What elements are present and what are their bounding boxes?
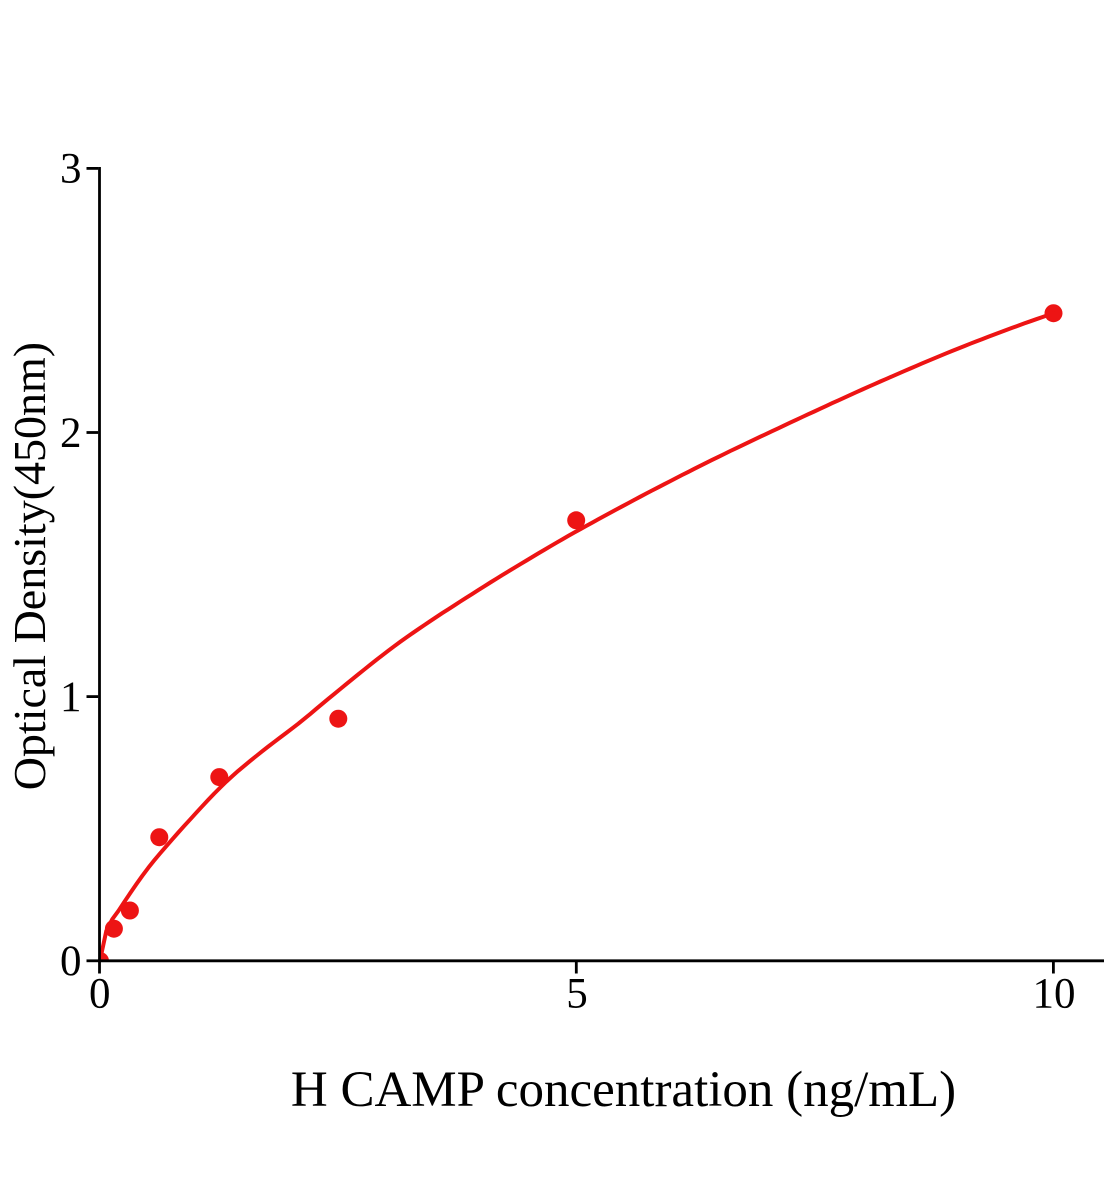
svg-text:0: 0 [89,971,111,1018]
svg-text:5: 5 [566,971,588,1018]
svg-text:10: 10 [1033,971,1076,1018]
svg-text:H CAMP concentration (ng/mL): H CAMP concentration (ng/mL) [291,1062,956,1118]
svg-text:2: 2 [60,410,82,457]
svg-text:Optical Density(450nm): Optical Density(450nm) [4,342,55,790]
svg-text:3: 3 [60,146,82,193]
svg-text:0: 0 [60,938,82,985]
svg-text:1: 1 [60,674,82,721]
